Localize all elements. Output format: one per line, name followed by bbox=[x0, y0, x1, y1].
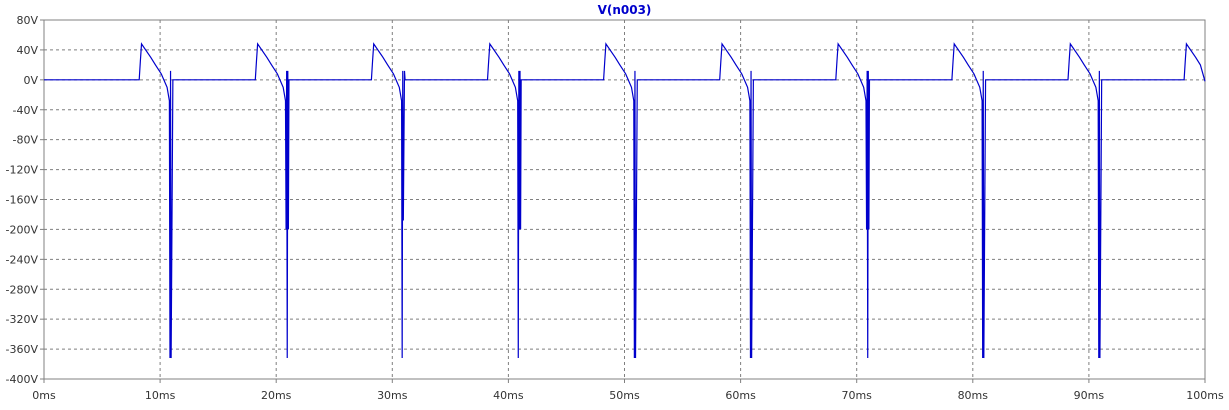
chart-title: V(n003) bbox=[598, 3, 652, 17]
x-tick-label: 30ms bbox=[377, 389, 408, 402]
y-tick-label: 0V bbox=[23, 74, 38, 87]
x-tick-label: 60ms bbox=[725, 389, 756, 402]
x-tick-label: 20ms bbox=[261, 389, 292, 402]
y-tick-label: 40V bbox=[16, 44, 38, 57]
y-tick-label: -280V bbox=[6, 283, 39, 296]
x-tick-label: 0ms bbox=[32, 389, 56, 402]
y-tick-label: 80V bbox=[16, 14, 38, 27]
y-tick-label: -160V bbox=[6, 194, 39, 207]
y-tick-label: -200V bbox=[6, 223, 39, 236]
y-tick-label: -360V bbox=[6, 343, 39, 356]
x-tick-label: 70ms bbox=[841, 389, 872, 402]
y-tick-label: -400V bbox=[6, 373, 39, 386]
axis-ticks: 0ms 10ms 20ms 30ms 40ms 50ms 60ms 70ms 80ms 90ms 1… bbox=[6, 14, 1224, 402]
x-tick-label: 100ms bbox=[1186, 389, 1224, 402]
x-tick-label: 10ms bbox=[145, 389, 176, 402]
y-tick-label: -240V bbox=[6, 253, 39, 266]
x-tick-label: 50ms bbox=[609, 389, 640, 402]
y-tick-label: -40V bbox=[13, 104, 39, 117]
trace-layer bbox=[44, 42, 1206, 359]
x-tick-label: 90ms bbox=[1074, 389, 1105, 402]
x-tick-label: 80ms bbox=[958, 389, 989, 402]
y-tick-label: -80V bbox=[13, 134, 39, 147]
y-tick-label: -120V bbox=[6, 164, 39, 177]
y-tick-label: -320V bbox=[6, 313, 39, 326]
x-tick-label: 40ms bbox=[493, 389, 524, 402]
series-line bbox=[44, 42, 1206, 359]
